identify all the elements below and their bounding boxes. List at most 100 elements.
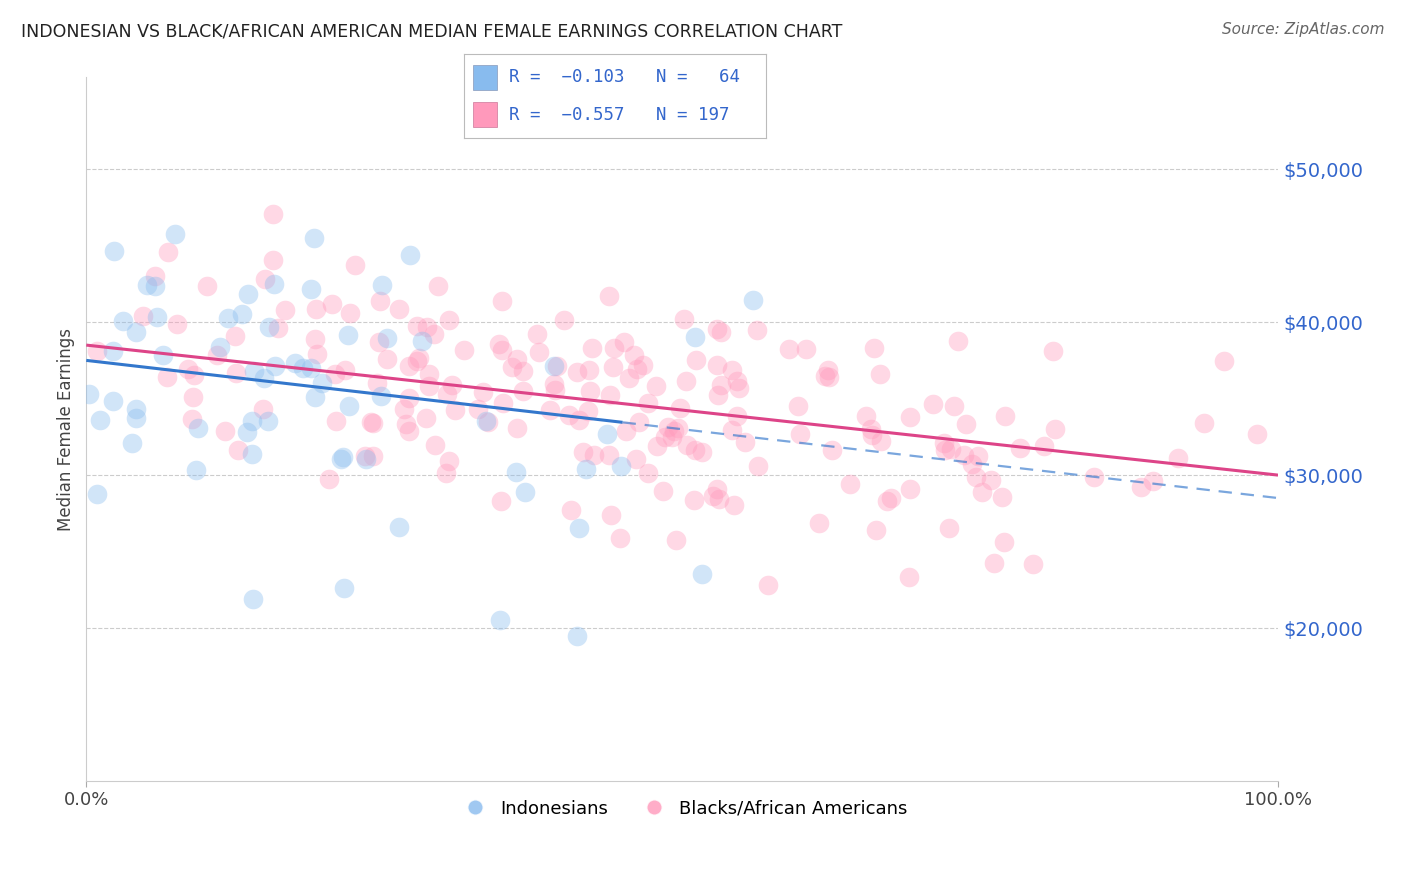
Point [453, 343, 475, 357]
Point [860, 428, 883, 442]
Point [1142, 475, 1164, 489]
Point [690, 444, 713, 458]
Point [121, 436, 143, 450]
Point [624, 451, 647, 466]
Point [366, 376, 388, 390]
Point [598, 448, 620, 462]
Point [180, 412, 202, 426]
Point [657, 420, 679, 434]
Point [614, 424, 637, 438]
Point [599, 388, 621, 402]
Point [543, 377, 565, 392]
Point [1194, 416, 1216, 430]
Point [789, 427, 811, 442]
Point [253, 371, 276, 385]
Text: R =  −0.103   N =   64: R = −0.103 N = 64 [509, 69, 741, 87]
Point [993, 535, 1015, 549]
Point [235, 425, 257, 439]
Point [311, 376, 333, 390]
Point [136, 278, 159, 293]
Point [267, 321, 290, 335]
Point [224, 329, 246, 343]
Point [231, 307, 253, 321]
Point [967, 449, 990, 463]
Point [991, 490, 1014, 504]
Point [406, 318, 429, 333]
Point [337, 399, 360, 413]
Point [965, 470, 987, 484]
Point [152, 348, 174, 362]
Point [821, 442, 844, 457]
Point [375, 351, 398, 366]
Point [187, 421, 209, 435]
Point [898, 410, 921, 425]
Point [582, 448, 605, 462]
Point [661, 430, 683, 444]
Point [330, 451, 353, 466]
Point [263, 359, 285, 374]
Point [263, 277, 285, 291]
Point [176, 362, 198, 376]
Point [318, 472, 340, 486]
Point [197, 278, 219, 293]
Point [512, 364, 534, 378]
Point [492, 396, 515, 410]
Point [869, 434, 891, 449]
Point [515, 485, 537, 500]
Point [818, 370, 841, 384]
Point [706, 358, 728, 372]
Point [489, 614, 512, 628]
Point [299, 361, 322, 376]
Point [706, 483, 728, 497]
Point [1246, 426, 1268, 441]
Point [145, 310, 167, 325]
Point [242, 364, 264, 378]
Point [932, 435, 955, 450]
Point [673, 312, 696, 326]
Point [304, 332, 326, 346]
Point [1212, 354, 1234, 368]
Point [501, 359, 523, 374]
Point [707, 491, 730, 506]
Point [543, 359, 565, 373]
Point [405, 354, 427, 368]
Point [262, 252, 284, 267]
Point [747, 458, 769, 473]
Point [86, 487, 108, 501]
Point [745, 323, 768, 337]
Point [668, 401, 690, 415]
Point [953, 449, 976, 463]
Point [600, 508, 623, 522]
Point [786, 399, 808, 413]
Point [613, 335, 636, 350]
Point [921, 397, 943, 411]
Point [581, 341, 603, 355]
Point [1130, 480, 1153, 494]
Point [934, 442, 956, 457]
Point [505, 466, 527, 480]
Point [436, 387, 458, 401]
Point [398, 425, 420, 439]
Point [865, 523, 887, 537]
Point [980, 473, 1002, 487]
Point [994, 409, 1017, 423]
Point [710, 325, 733, 339]
Point [631, 358, 654, 372]
Point [184, 463, 207, 477]
Point [579, 384, 602, 399]
Point [371, 277, 394, 292]
Point [257, 414, 280, 428]
Point [491, 293, 513, 308]
Point [299, 282, 322, 296]
Point [344, 259, 367, 273]
Point [166, 317, 188, 331]
Point [477, 415, 499, 429]
Point [259, 320, 281, 334]
Point [603, 341, 626, 355]
Point [723, 498, 745, 512]
Text: Source: ZipAtlas.com: Source: ZipAtlas.com [1222, 22, 1385, 37]
Point [652, 483, 675, 498]
Point [970, 485, 993, 500]
Point [571, 444, 593, 458]
Point [321, 297, 343, 311]
